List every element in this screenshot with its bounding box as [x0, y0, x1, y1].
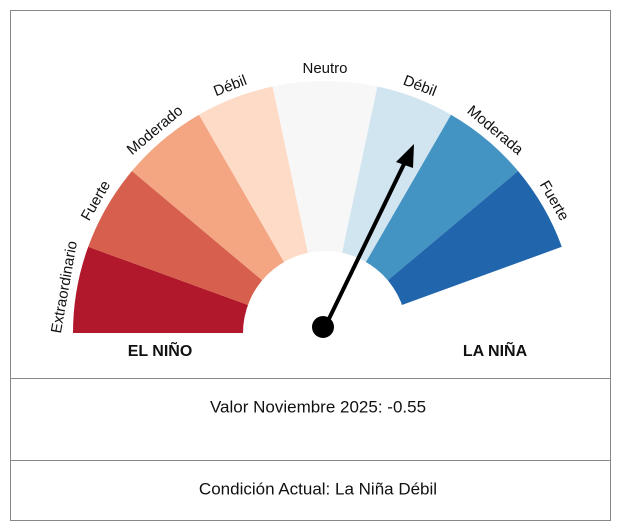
segment-label: Neutro [302, 60, 347, 77]
condition-row: Condición Actual: La Niña Débil [199, 479, 437, 498]
el-nino-label: EL NIÑO [128, 340, 193, 360]
gauge-segment [272, 81, 378, 333]
needle-head [396, 144, 414, 168]
needle-pivot [312, 316, 334, 338]
needle [323, 161, 407, 328]
value-row: Valor Noviembre 2025: -0.55 [210, 397, 426, 416]
la-nina-label: LA NIÑA [463, 340, 528, 360]
